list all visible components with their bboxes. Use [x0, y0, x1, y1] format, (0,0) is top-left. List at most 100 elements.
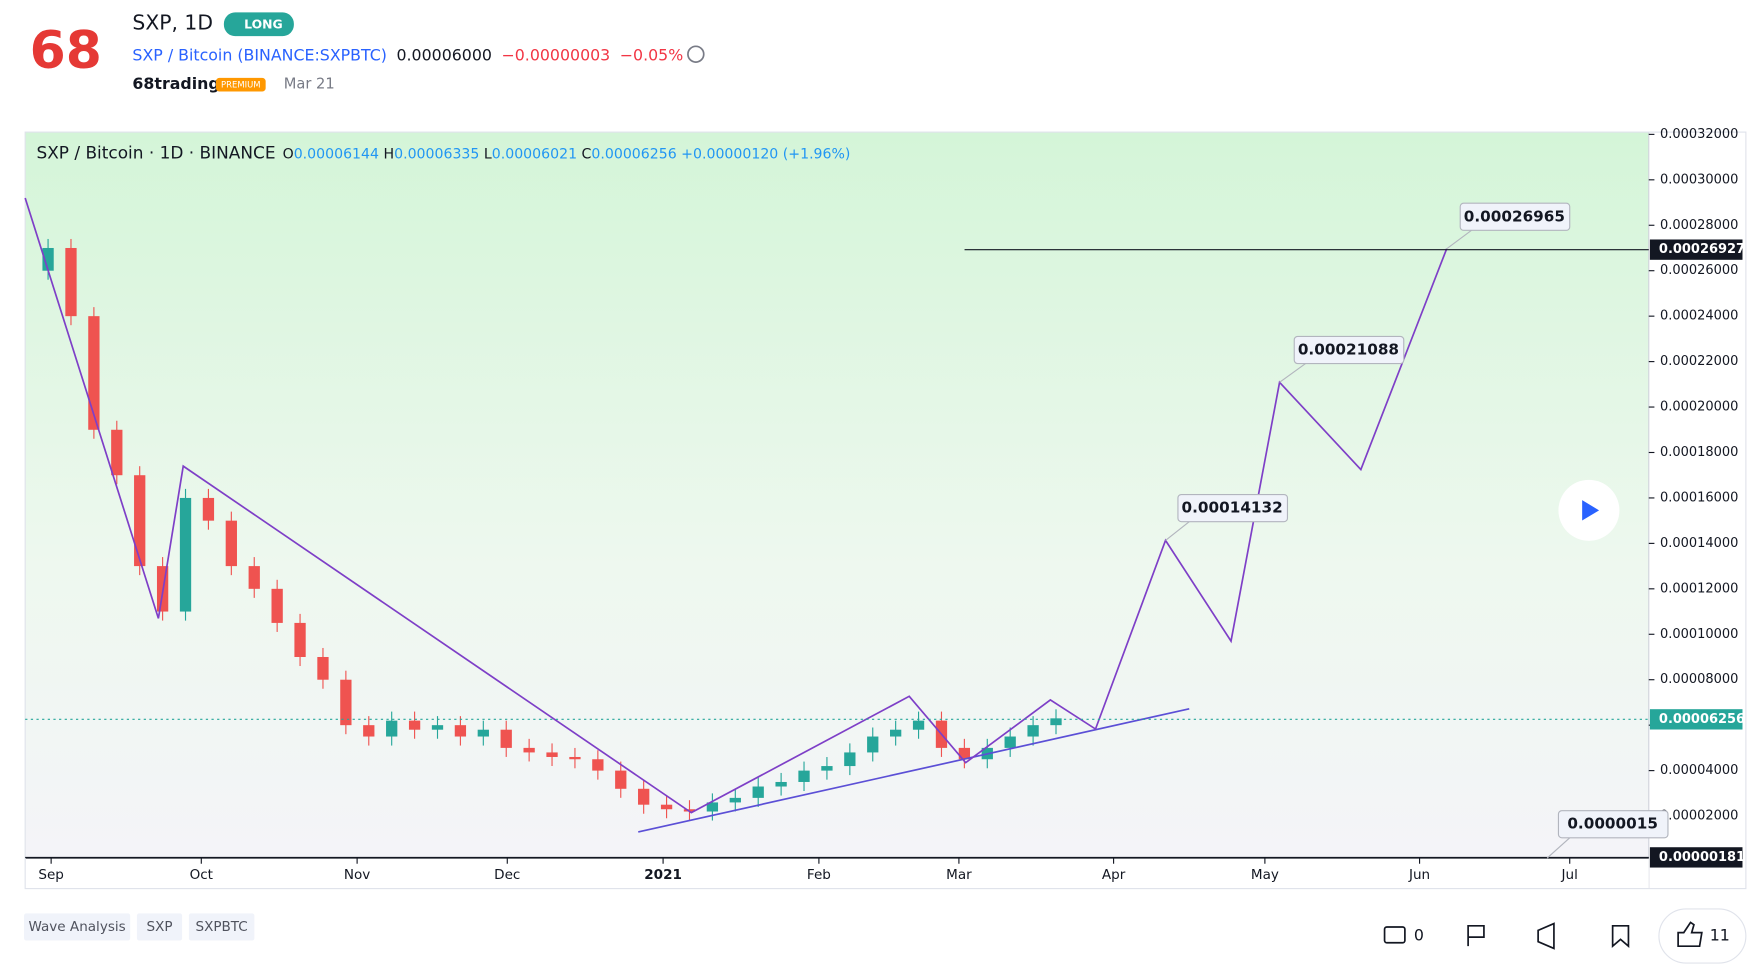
candle-body	[248, 566, 260, 589]
premium-badge	[215, 77, 266, 92]
author[interactable]: 68trading	[132, 74, 219, 93]
candle-body	[821, 766, 833, 771]
annotation-box[interactable]	[1557, 810, 1669, 839]
y-tick-label: 0.00002000	[1660, 809, 1738, 824]
tag-label: SXP	[147, 919, 173, 935]
x-tick-label: Jun	[1408, 867, 1430, 883]
like-button[interactable]	[1658, 908, 1747, 964]
x-tick-label: Oct	[190, 867, 213, 883]
candle-body	[225, 520, 237, 567]
candle-body	[1027, 725, 1039, 737]
candle-body	[569, 756, 581, 760]
l: L	[484, 147, 492, 163]
annotation-label: 0.00026965	[1464, 207, 1565, 225]
o: O	[283, 147, 294, 163]
annotation-box[interactable]	[1177, 493, 1289, 523]
candle-body	[386, 720, 398, 737]
ohlc: O0.00006144 H0.00006335 L0.00006021 C0.0…	[283, 147, 851, 163]
x-tick-label: Apr	[1102, 867, 1126, 883]
candle-body	[775, 781, 787, 787]
trendline	[638, 707, 1190, 833]
y-tick-label: 0.00028000	[1660, 218, 1738, 233]
annotation-pointer	[1165, 521, 1190, 541]
candle-body	[706, 802, 719, 812]
y-tick-label: 0.00012000	[1660, 581, 1738, 596]
candle-body	[1004, 736, 1016, 748]
candle-body	[890, 729, 902, 737]
x-tick-label: 2021	[644, 867, 682, 883]
symbol-title: SXP, 1D	[132, 11, 213, 35]
x-tick-label: Feb	[807, 867, 831, 883]
candle-body	[798, 770, 810, 782]
chart-frame	[24, 131, 1747, 890]
comment-icon[interactable]	[1383, 926, 1406, 944]
annotation-label: 0.00014132	[1182, 499, 1283, 517]
candle-body	[179, 497, 192, 612]
c: C	[582, 147, 592, 163]
candle-body	[408, 720, 421, 730]
share-icon[interactable]	[1537, 922, 1555, 950]
bookmark-icon[interactable]	[1611, 924, 1630, 949]
annotation-label: 0.00021088	[1298, 341, 1399, 359]
price-line-tag	[1649, 847, 1743, 868]
y-tick-label: 0.00020000	[1660, 400, 1738, 415]
candle-body	[867, 736, 879, 753]
annotation-pointer	[1546, 837, 1571, 859]
price: 0.00006000	[396, 45, 491, 64]
price-line-tag	[1649, 709, 1743, 730]
logo[interactable]: 68	[30, 21, 102, 81]
x-tick-label: Mar	[946, 867, 972, 883]
change: −0.00000003	[502, 45, 611, 64]
plot-area[interactable]	[25, 132, 1649, 859]
y-tick-label: 0.00024000	[1660, 309, 1738, 324]
candle-body	[615, 770, 627, 789]
y-tick-label: 0.00014000	[1660, 536, 1738, 551]
y-tick-label: 0.00008000	[1660, 672, 1738, 687]
candle-body	[431, 725, 444, 730]
price-line-tag	[1649, 239, 1743, 260]
l-value: 0.00006021	[492, 147, 577, 163]
flag-icon[interactable]	[1467, 924, 1485, 947]
candle-body	[111, 429, 123, 476]
o-value: 0.00006144	[294, 147, 379, 163]
candle-body	[638, 788, 650, 805]
candle-body	[844, 752, 856, 767]
exchange[interactable]: (BINANCE:SXPBTC)	[237, 45, 387, 64]
pair-line: SXP / Bitcoin (BINANCE:SXPBTC) 0.0000600…	[132, 45, 683, 64]
pair[interactable]: SXP / Bitcoin	[132, 45, 232, 64]
candle-body	[88, 316, 100, 430]
tag[interactable]	[188, 913, 255, 941]
long-badge	[223, 12, 294, 37]
annotation-label: 0.0000015	[1567, 815, 1658, 833]
annotation-pointer	[1279, 363, 1306, 383]
x-tick-label: Jul	[1561, 867, 1578, 883]
candle-body	[271, 588, 283, 623]
alert-icon[interactable]	[687, 45, 705, 63]
play-icon	[1582, 500, 1600, 521]
candle-body	[546, 752, 558, 757]
candle-body	[317, 656, 329, 680]
y-tick-label: 0.00032000	[1660, 127, 1738, 142]
tag-label: SXPBTC	[196, 919, 248, 935]
tag-label: Wave Analysis	[29, 919, 126, 935]
publish-date: Mar 21	[284, 76, 335, 93]
y-tick-label: 0.00030000	[1660, 172, 1738, 187]
candle-body	[912, 720, 925, 730]
candle-body	[42, 247, 54, 271]
tag[interactable]	[136, 913, 183, 941]
price-line-label: 0.00006256	[1659, 712, 1745, 727]
candle-body	[363, 725, 375, 737]
annotation-box[interactable]	[1293, 335, 1405, 365]
tag[interactable]	[24, 913, 131, 941]
annotation-box[interactable]	[1459, 202, 1571, 231]
y-tick-label: 0.00026000	[1660, 263, 1738, 278]
candle-body	[454, 725, 467, 737]
time-axis	[25, 858, 1649, 889]
c-value: 0.00006256	[591, 147, 676, 163]
footer: 0 11	[1383, 908, 1747, 964]
candle-body	[958, 747, 971, 760]
legend-change: +0.00000120 (+1.96%)	[681, 147, 850, 163]
price-line-label: 0.00026927	[1659, 242, 1745, 257]
h: H	[383, 147, 394, 163]
